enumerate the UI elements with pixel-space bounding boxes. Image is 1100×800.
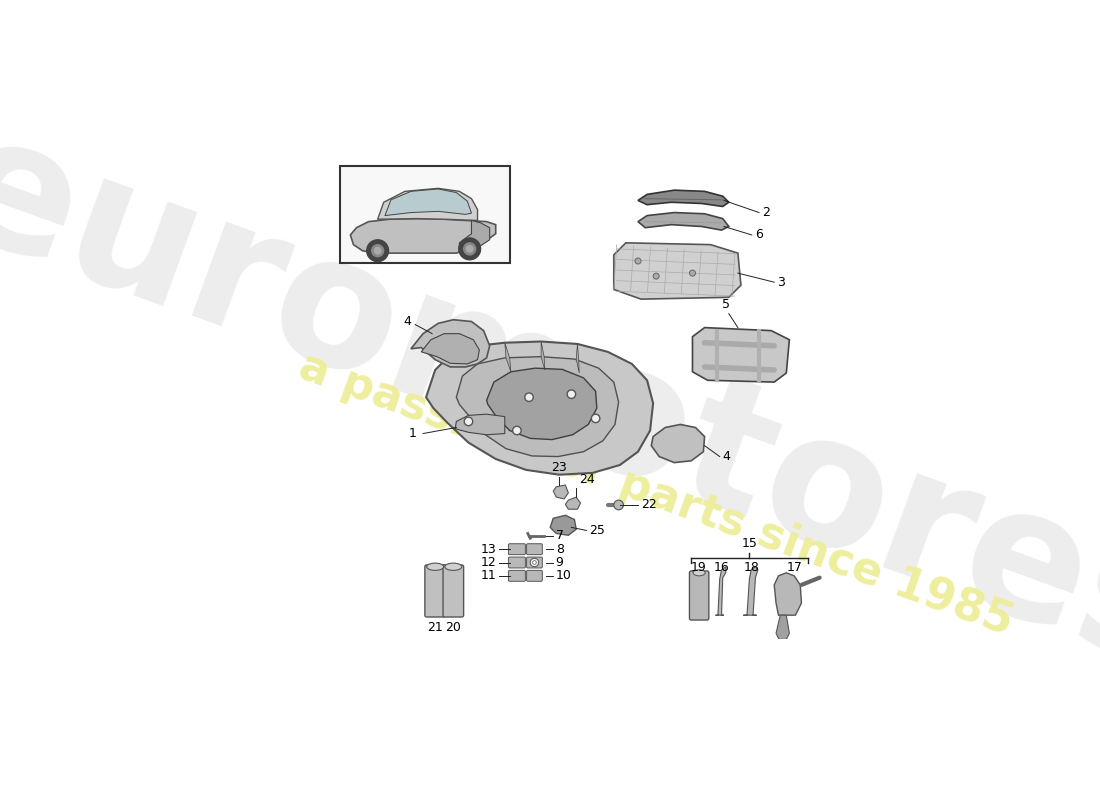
Text: 18: 18: [744, 561, 760, 574]
Text: euromotores: euromotores: [0, 98, 1100, 709]
Polygon shape: [456, 357, 618, 457]
Circle shape: [372, 245, 384, 257]
FancyBboxPatch shape: [443, 565, 463, 617]
Text: 8: 8: [556, 542, 563, 556]
Text: 16: 16: [714, 561, 729, 574]
Polygon shape: [505, 342, 510, 372]
Polygon shape: [426, 342, 653, 474]
Polygon shape: [715, 566, 726, 615]
FancyBboxPatch shape: [425, 565, 446, 617]
Text: 2: 2: [762, 206, 770, 219]
Circle shape: [592, 414, 600, 422]
Text: 20: 20: [446, 622, 461, 634]
Text: 7: 7: [556, 530, 563, 542]
Circle shape: [568, 390, 575, 398]
Polygon shape: [486, 368, 597, 440]
Polygon shape: [638, 213, 729, 230]
Circle shape: [525, 393, 533, 402]
Polygon shape: [553, 485, 569, 499]
Text: 19: 19: [691, 561, 706, 574]
Circle shape: [466, 246, 473, 252]
Circle shape: [366, 240, 388, 262]
Circle shape: [635, 258, 641, 264]
Text: 23: 23: [551, 461, 568, 474]
Circle shape: [374, 247, 381, 254]
Polygon shape: [550, 515, 576, 535]
Text: 6: 6: [755, 229, 762, 242]
Text: 10: 10: [556, 570, 572, 582]
Polygon shape: [638, 190, 729, 206]
FancyBboxPatch shape: [690, 571, 708, 620]
Polygon shape: [744, 566, 758, 615]
Polygon shape: [614, 243, 741, 299]
Text: a passion for parts since 1985: a passion for parts since 1985: [293, 345, 1020, 644]
Text: 4: 4: [403, 315, 411, 328]
Ellipse shape: [427, 563, 443, 570]
Text: 17: 17: [786, 561, 802, 574]
Polygon shape: [351, 218, 496, 253]
Text: 13: 13: [481, 542, 496, 556]
Circle shape: [513, 426, 521, 434]
Text: 4: 4: [723, 450, 730, 463]
Circle shape: [530, 558, 539, 566]
Polygon shape: [651, 425, 705, 462]
Polygon shape: [411, 320, 490, 367]
Text: 1: 1: [409, 427, 417, 440]
Circle shape: [532, 561, 537, 564]
Text: 15: 15: [741, 538, 757, 550]
Polygon shape: [377, 188, 477, 221]
Text: 25: 25: [590, 524, 605, 537]
Text: 5: 5: [722, 298, 729, 310]
Text: 9: 9: [556, 556, 563, 569]
Circle shape: [459, 238, 481, 260]
Polygon shape: [565, 497, 581, 510]
FancyBboxPatch shape: [508, 570, 526, 582]
FancyBboxPatch shape: [508, 544, 526, 554]
Polygon shape: [455, 414, 505, 434]
Polygon shape: [776, 615, 790, 639]
Polygon shape: [421, 334, 480, 364]
Circle shape: [464, 417, 473, 426]
Text: 3: 3: [778, 276, 785, 289]
Polygon shape: [385, 189, 472, 215]
Circle shape: [464, 243, 475, 255]
FancyBboxPatch shape: [527, 557, 542, 568]
Circle shape: [614, 500, 624, 510]
Polygon shape: [541, 342, 544, 370]
Polygon shape: [460, 221, 490, 253]
Text: 22: 22: [641, 498, 657, 511]
Ellipse shape: [444, 563, 462, 570]
Text: 12: 12: [481, 556, 496, 569]
Circle shape: [690, 270, 695, 276]
Circle shape: [653, 273, 659, 279]
Polygon shape: [774, 573, 802, 615]
Polygon shape: [693, 327, 790, 382]
FancyBboxPatch shape: [340, 166, 509, 263]
FancyBboxPatch shape: [508, 557, 526, 568]
Text: 21: 21: [427, 622, 443, 634]
Text: 11: 11: [481, 570, 496, 582]
Ellipse shape: [693, 570, 705, 576]
Polygon shape: [576, 344, 580, 373]
FancyBboxPatch shape: [527, 544, 542, 554]
Text: 24: 24: [579, 474, 594, 486]
FancyBboxPatch shape: [527, 570, 542, 582]
